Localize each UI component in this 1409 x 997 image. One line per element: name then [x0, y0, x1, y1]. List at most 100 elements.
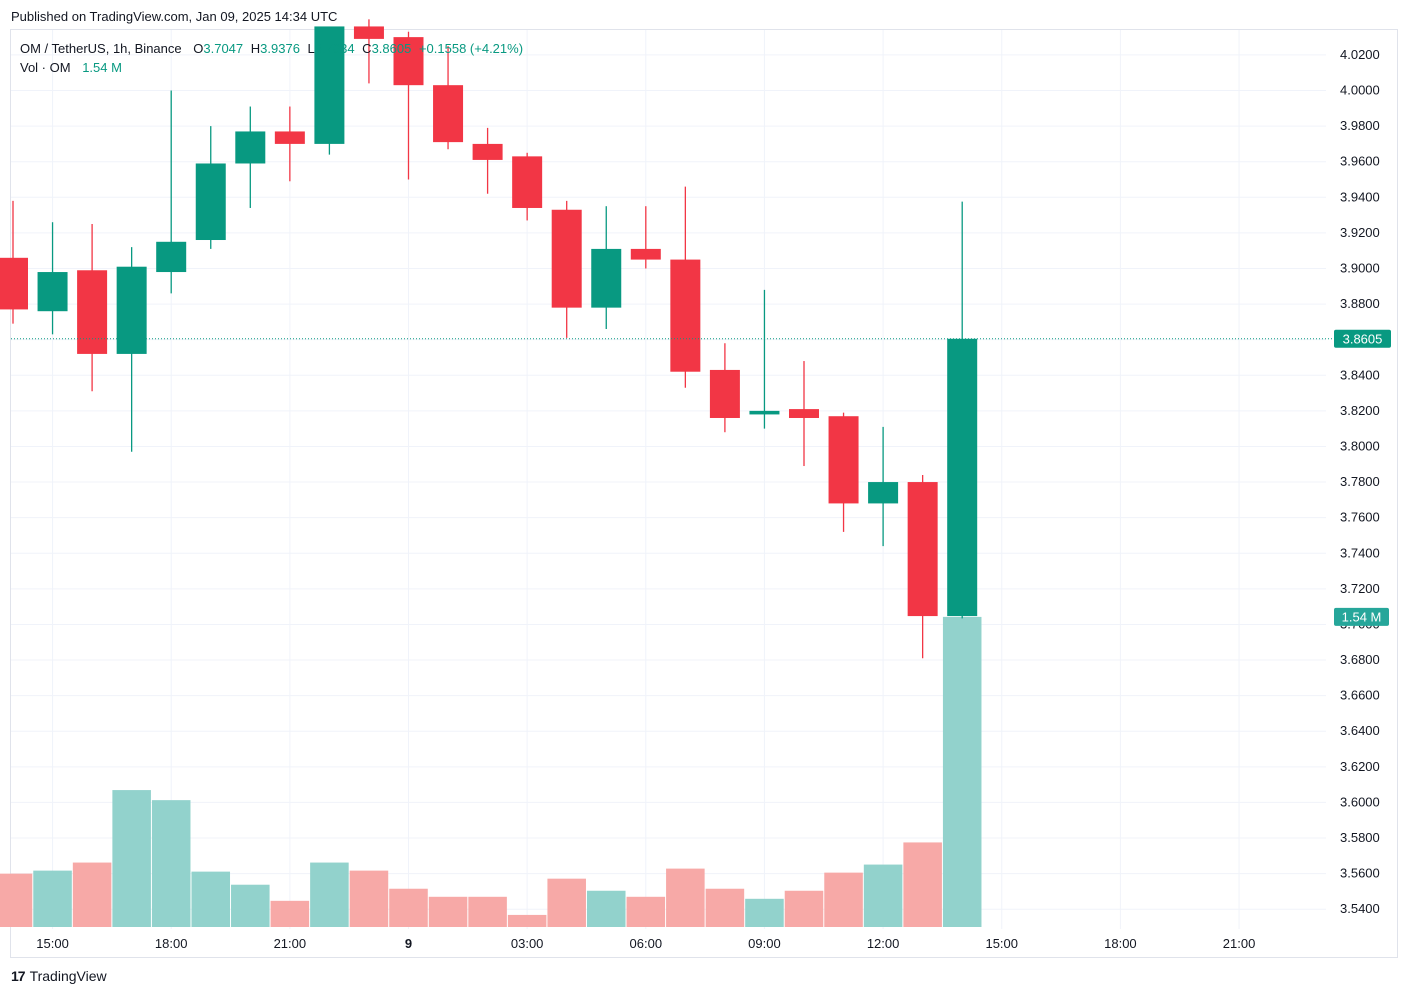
time-tick-label: 03:00: [511, 936, 544, 951]
price-tick-label: 3.7400: [1340, 545, 1380, 560]
change-value: +0.1558 (+4.21%): [418, 41, 524, 56]
volume-bar: [33, 870, 72, 927]
symbol-label[interactable]: OM / TetherUS, 1h, Binance: [20, 41, 182, 56]
volume-bar: [428, 896, 468, 927]
volume-bar: [547, 878, 586, 927]
candle-body: [828, 416, 859, 504]
price-tick-label: 3.7800: [1340, 474, 1380, 489]
candle-body: [591, 248, 622, 308]
candle-body: [551, 209, 582, 308]
time-tick-label: 12:00: [867, 936, 900, 951]
volume-bar: [666, 868, 705, 927]
close-value: 3.8605: [371, 41, 412, 56]
last-volume-badge: [1334, 607, 1389, 626]
volume-bar: [72, 862, 112, 927]
price-tick-label: 3.8200: [1340, 403, 1380, 418]
time-tick-label: 21:00: [274, 936, 307, 951]
high-label: H: [250, 41, 261, 56]
volume-bars: [0, 616, 982, 927]
volume-bar: [507, 914, 547, 927]
candle-body: [630, 248, 661, 260]
candle-body: [353, 26, 384, 39]
last-price-label: 3.8605: [1343, 331, 1383, 346]
candle-body: [235, 131, 266, 164]
price-axis[interactable]: 4.0200 4.0000 3.9800 3.9600 3.9400 3.9200 3.90…: [1334, 47, 1391, 916]
volume-bar: [705, 888, 745, 927]
time-tick-label: 09:00: [748, 936, 781, 951]
low-label: L: [307, 41, 315, 56]
volume-bar: [586, 890, 626, 927]
candle-body: [670, 259, 701, 372]
price-tick-label: 3.7600: [1340, 510, 1380, 525]
candle-body: [274, 131, 305, 144]
candle-body: [472, 143, 503, 160]
volume-label[interactable]: Vol · OM: [20, 60, 71, 75]
ohlc-row: OM / TetherUS, 1h, Binance O3.7047 H3.93…: [20, 39, 523, 58]
candles: [0, 19, 978, 659]
candle-body: [393, 37, 424, 86]
price-tick-label: 3.6800: [1340, 652, 1380, 667]
close-label: C: [362, 41, 372, 56]
candle-body: [314, 26, 345, 144]
price-tick-label: 3.6400: [1340, 723, 1380, 738]
open-label: O: [193, 41, 204, 56]
candle-body: [116, 266, 147, 354]
volume-row: Vol · OM 1.54 M: [20, 58, 523, 77]
price-tick-label: 3.9200: [1340, 225, 1380, 240]
volume-bar: [863, 864, 903, 927]
published-note: Published on TradingView.com, Jan 09, 20…: [11, 9, 338, 24]
candle-body: [907, 482, 938, 617]
candle-body: [789, 409, 819, 418]
volume-bar: [0, 873, 33, 927]
time-tick-label: 9: [405, 936, 412, 951]
candle-body: [77, 270, 108, 354]
volume-bar: [270, 900, 310, 927]
volume-bar: [468, 896, 507, 927]
price-tick-label: 3.9400: [1340, 189, 1380, 204]
time-tick-label: 18:00: [155, 936, 188, 951]
price-tick-label: 3.9600: [1340, 154, 1380, 169]
price-tick-label: 3.6200: [1340, 759, 1380, 774]
price-tick-label: 3.8800: [1340, 296, 1380, 311]
time-axis[interactable]: 15:00 18:00 21:00 9 03:00 06:00 09:00 12:00 15:0…: [36, 936, 1255, 951]
chart-frame: [10, 29, 1398, 958]
volume-bar: [310, 862, 349, 927]
volume-bar: [151, 800, 191, 927]
time-tick-label: 21:00: [1223, 936, 1256, 951]
candle-body: [947, 338, 978, 617]
volume-bar: [626, 896, 666, 927]
volume-bar: [942, 616, 982, 927]
candle-body: [195, 163, 226, 241]
candle-body: [433, 85, 464, 143]
volume-bar: [112, 790, 151, 927]
candle-body: [156, 241, 187, 273]
candle-body: [0, 257, 28, 310]
volume-bar: [349, 870, 389, 927]
open-value: 3.7047: [203, 41, 244, 56]
price-tick-label: 3.8400: [1340, 367, 1380, 382]
volume-bar: [231, 884, 270, 927]
price-tick-label: 4.0200: [1340, 47, 1380, 62]
last-volume-label: 1.54 M: [1342, 609, 1382, 624]
candle-body: [37, 272, 68, 312]
price-tick-label: 3.6600: [1340, 688, 1380, 703]
low-value: 3.7034: [314, 41, 355, 56]
price-tick-label: 3.6000: [1340, 794, 1380, 809]
high-value: 3.9376: [260, 41, 300, 56]
candle-body: [868, 482, 899, 504]
tradingview-logo[interactable]: 17 TradingView: [11, 968, 107, 984]
volume-value: 1.54 M: [82, 60, 122, 75]
price-tick-label: 4.0000: [1340, 83, 1380, 98]
grid-lines: [11, 30, 1326, 929]
volume-bar: [745, 898, 784, 927]
price-tick-label: 3.5800: [1340, 830, 1380, 845]
chart-legend: OM / TetherUS, 1h, Binance O3.7047 H3.93…: [20, 39, 523, 77]
time-tick-label: 15:00: [985, 936, 1018, 951]
volume-bar: [903, 842, 942, 927]
time-tick-label: 18:00: [1104, 936, 1137, 951]
candle-body: [512, 156, 543, 208]
candle-body: [749, 410, 780, 415]
time-tick-label: 06:00: [630, 936, 663, 951]
volume-bar: [784, 890, 824, 927]
